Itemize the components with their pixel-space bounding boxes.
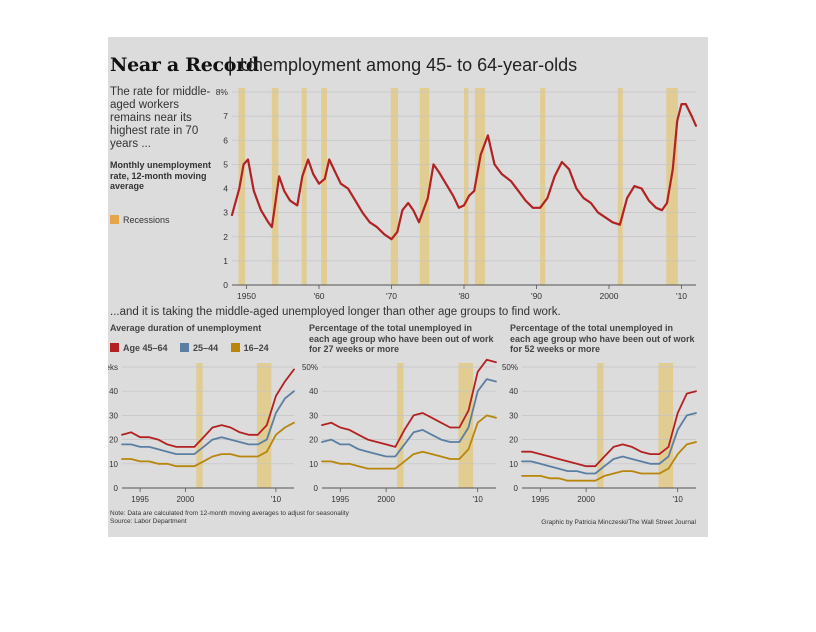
main-x-tick-label: 1950 — [237, 291, 256, 301]
panel3-x-tick-label: 2000 — [577, 495, 595, 504]
panel3-recession-band — [658, 363, 674, 488]
main-recession-band — [321, 88, 327, 285]
main-y-tick-label: 3 — [223, 208, 228, 218]
note-text: Note: Data are calculated from 12-month … — [110, 510, 349, 517]
main-series-line — [230, 103, 698, 241]
recession-legend: Recessions — [110, 215, 170, 225]
panel2-series-line — [321, 414, 497, 470]
main-y-tick-label: 0 — [223, 280, 228, 290]
infographic: Near a Record | Unemployment among 45- t… — [108, 37, 708, 537]
panel1-y-tick-label: 30 — [109, 411, 118, 420]
panel1-series-line — [121, 421, 295, 468]
main-recession-band — [271, 88, 279, 285]
age-25-44-swatch — [180, 343, 190, 352]
age-legend-16-24: 16–24 — [243, 343, 269, 353]
panel2-y-tick-label: 0 — [314, 484, 319, 493]
main-recession-band — [390, 88, 399, 285]
main-y-tick-label: 8% — [216, 87, 229, 97]
main-recession-band — [474, 88, 486, 285]
source-text: Source: Labor Department — [110, 518, 187, 525]
main-y-tick-label: 5 — [223, 159, 228, 169]
main-y-tick-label: 6 — [223, 135, 228, 145]
panel3-recession-band — [597, 363, 604, 488]
panel3-y-tick-label: 10 — [509, 460, 518, 469]
panel3-y-tick-label: 50% — [502, 363, 518, 372]
panel1-series-line — [121, 368, 295, 448]
intro-text: The rate for middle-aged workers remains… — [110, 86, 211, 150]
panel3-series-line — [521, 412, 697, 475]
panel2-y-tick-label: 10 — [309, 460, 318, 469]
main-recession-band — [617, 88, 623, 285]
main-y-tick-label: 7 — [223, 111, 228, 121]
panel2-series-line — [321, 378, 497, 458]
headline-separator: | — [227, 54, 234, 76]
panel1-title: Average duration of unemployment — [110, 323, 262, 333]
footnote: Note: Data are calculated from 12-month … — [110, 510, 349, 526]
panel2-y-tick-label: 30 — [309, 411, 318, 420]
age-45-64-swatch — [110, 343, 119, 352]
panel2-y-tick-label: 40 — [309, 387, 318, 396]
main-recession-band — [419, 88, 430, 285]
panel3-x-tick-label: 1995 — [531, 495, 549, 504]
recession-swatch — [110, 215, 119, 224]
panel2-x-tick-label: 1995 — [331, 495, 349, 504]
panel1-x-tick-label: 2000 — [176, 495, 194, 504]
main-x-tick-label: '90 — [531, 291, 542, 301]
panel1-x-tick-label: 1995 — [131, 495, 149, 504]
section2-text: ...and it is taking the middle-aged unem… — [110, 306, 561, 318]
main-x-tick-label: '80 — [458, 291, 469, 301]
panel1-y-tick-label: 50 weeks — [108, 363, 118, 372]
panel2-recession-band — [397, 363, 404, 488]
main-recession-band — [540, 88, 546, 285]
panel2-x-tick-label: 2000 — [377, 495, 395, 504]
metric-label: Monthly unemployment rate, 12-month movi… — [110, 160, 211, 191]
main-chart: 0 1 2 3 4 5 6 7 8% 1950 '60 '70 '80 '90 2000 '10 — [216, 87, 698, 301]
panel3-title: Percentage of the total unemployed in ea… — [510, 323, 695, 354]
main-x-tick-label: '70 — [386, 291, 397, 301]
panel3-series-line — [521, 441, 697, 482]
panel2-x-tick-label: '10 — [472, 495, 483, 504]
main-recession-band — [301, 88, 307, 285]
age-16-24-swatch — [230, 343, 240, 352]
panel2-y-tick-label: 50% — [302, 363, 318, 372]
main-x-tick-label: '60 — [313, 291, 324, 301]
panel1-y-tick-label: 0 — [114, 484, 119, 493]
panel1-x-tick-label: '10 — [271, 495, 282, 504]
age-legend: Age 45–64 25–44 16–24 — [110, 343, 279, 353]
main-y-tick-label: 2 — [223, 232, 228, 242]
panel2-title: Percentage of the total unemployed in ea… — [309, 323, 494, 354]
main-recession-band — [666, 88, 678, 285]
headline: Near a Record — [110, 54, 259, 76]
panel1-y-tick-label: 20 — [109, 436, 118, 445]
headline-subtitle: Unemployment among 45- to 64-year-olds — [240, 55, 578, 75]
panel1-recession-band — [196, 363, 203, 488]
main-recession-band — [464, 88, 469, 285]
panel3-y-tick-label: 40 — [509, 387, 518, 396]
panel2-series-line — [321, 358, 497, 448]
age-legend-25-44: 25–44 — [193, 343, 219, 353]
panel1-series-line — [121, 390, 295, 455]
main-x-tick-label: '10 — [676, 291, 687, 301]
age-legend-45-64: Age 45–64 — [123, 343, 168, 353]
credit-text: Graphic by Patricia Minczeski/The Wall S… — [541, 519, 696, 526]
main-x-tick-label: 2000 — [600, 291, 619, 301]
panel1-y-tick-label: 10 — [109, 460, 118, 469]
panel3-series-line — [521, 390, 697, 468]
panel3-y-tick-label: 30 — [509, 411, 518, 420]
main-y-tick-label: 4 — [223, 184, 228, 194]
panel3-y-tick-label: 20 — [509, 436, 518, 445]
panel1-y-tick-label: 40 — [109, 387, 118, 396]
panel2-y-tick-label: 20 — [309, 436, 318, 445]
panel1-recession-band — [256, 363, 272, 488]
main-y-tick-label: 1 — [223, 256, 228, 266]
small-multiples: 0 10 20 30 40 50 weeks 1995 2000 '10 0 10 20 30 40 50%… — [108, 358, 697, 504]
panel3-y-tick-label: 0 — [514, 484, 519, 493]
panel3-x-tick-label: '10 — [672, 495, 683, 504]
main-recession-band — [238, 88, 246, 285]
recession-legend-label: Recessions — [123, 215, 170, 225]
